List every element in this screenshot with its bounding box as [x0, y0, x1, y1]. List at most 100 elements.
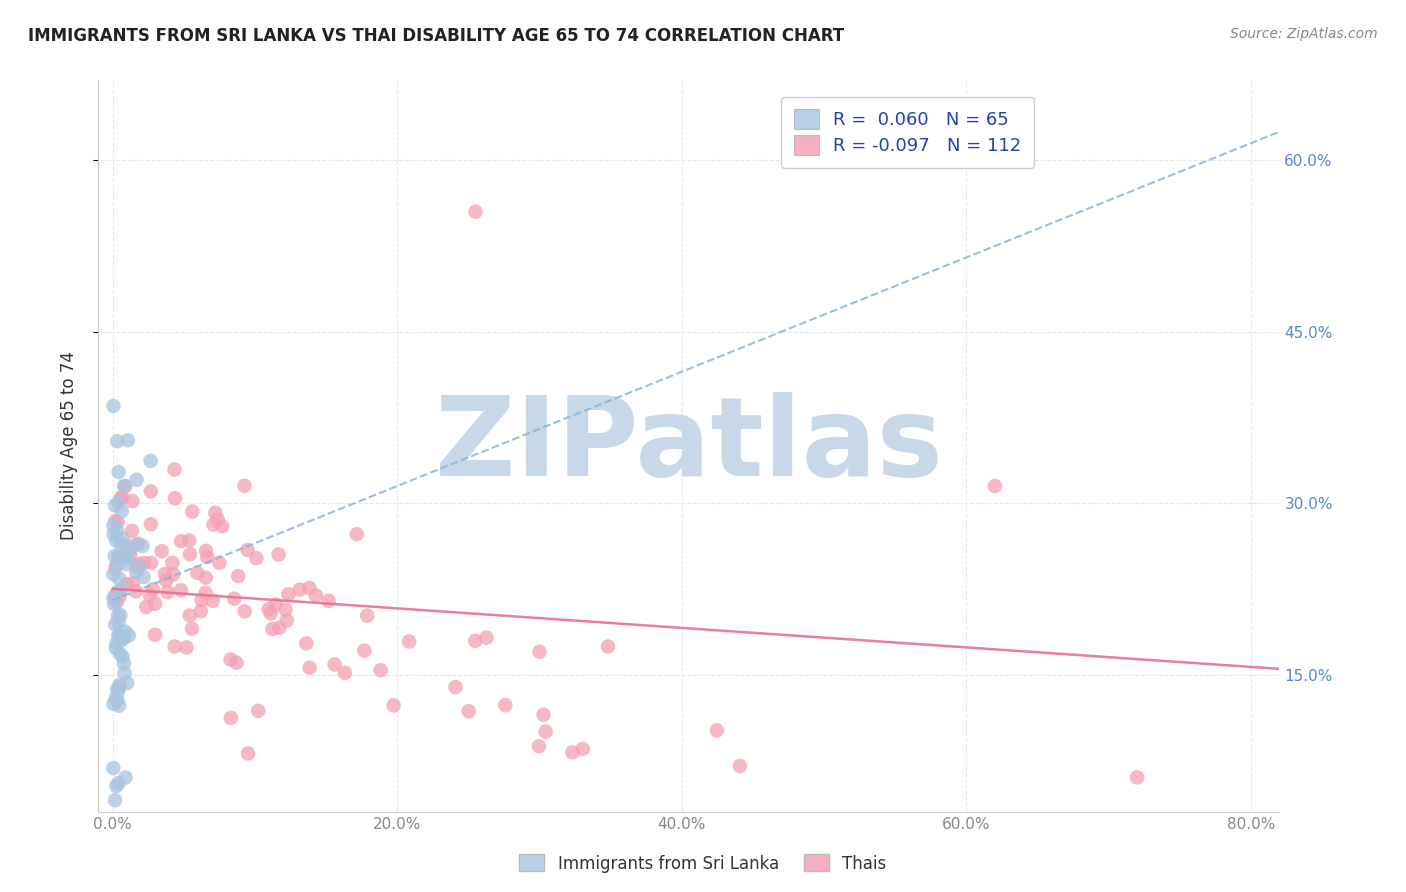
Point	[121, 524, 143, 538]
Point	[269, 621, 291, 635]
Point	[104, 499, 127, 513]
Point	[457, 704, 479, 718]
Point	[195, 544, 218, 558]
Point	[103, 697, 125, 711]
Point	[115, 539, 138, 553]
Point	[114, 549, 136, 563]
Point	[112, 657, 135, 671]
Point	[233, 479, 256, 493]
Point	[494, 698, 516, 713]
Point	[561, 745, 583, 759]
Point	[103, 527, 125, 541]
Point	[108, 698, 131, 713]
Point	[107, 608, 129, 623]
Point	[132, 570, 155, 584]
Point	[111, 504, 134, 518]
Point	[143, 628, 166, 642]
Point	[190, 593, 212, 607]
Point	[112, 532, 135, 546]
Y-axis label: Disability Age 65 to 74: Disability Age 65 to 74	[59, 351, 77, 541]
Point	[132, 556, 155, 570]
Point	[262, 622, 284, 636]
Point	[236, 747, 259, 761]
Point	[257, 602, 280, 616]
Point	[346, 527, 368, 541]
Point	[120, 542, 142, 557]
Point	[295, 636, 318, 650]
Point	[103, 518, 125, 533]
Point	[107, 495, 129, 509]
Point	[111, 490, 134, 504]
Point	[298, 661, 321, 675]
Point	[105, 558, 128, 572]
Point	[353, 643, 375, 657]
Point	[208, 556, 231, 570]
Point	[104, 617, 127, 632]
Point	[114, 624, 136, 639]
Point	[108, 590, 131, 604]
Point	[984, 479, 1007, 493]
Text: IMMIGRANTS FROM SRI LANKA VS THAI DISABILITY AGE 65 TO 74 CORRELATION CHART: IMMIGRANTS FROM SRI LANKA VS THAI DISABI…	[28, 27, 844, 45]
Point	[107, 549, 129, 564]
Point	[219, 711, 242, 725]
Point	[125, 560, 148, 574]
Point	[179, 547, 201, 561]
Point	[103, 399, 125, 413]
Point	[104, 641, 127, 656]
Point	[125, 473, 148, 487]
Point	[114, 666, 136, 681]
Point	[475, 631, 498, 645]
Point	[103, 597, 125, 611]
Point	[211, 519, 233, 533]
Point	[114, 771, 136, 785]
Point	[105, 637, 128, 651]
Point	[464, 633, 486, 648]
Point	[247, 704, 270, 718]
Point	[370, 663, 392, 677]
Point	[225, 656, 247, 670]
Point	[121, 494, 143, 508]
Point	[105, 779, 128, 793]
Point	[105, 681, 128, 696]
Point	[118, 628, 141, 642]
Point	[150, 544, 173, 558]
Point	[128, 558, 150, 572]
Point	[190, 604, 212, 618]
Point	[156, 585, 179, 599]
Point	[107, 693, 129, 707]
Point	[143, 597, 166, 611]
Point	[107, 465, 129, 479]
Point	[115, 577, 138, 591]
Point	[201, 593, 224, 607]
Point	[110, 632, 132, 647]
Point	[107, 629, 129, 643]
Point	[103, 567, 125, 582]
Point	[706, 723, 728, 738]
Point	[104, 560, 127, 574]
Point	[117, 434, 139, 448]
Point	[162, 567, 184, 582]
Point	[139, 517, 162, 532]
Point	[107, 615, 129, 630]
Point	[104, 549, 127, 563]
Text: Source: ZipAtlas.com: Source: ZipAtlas.com	[1230, 27, 1378, 41]
Point	[110, 537, 132, 551]
Point	[288, 582, 311, 597]
Point	[105, 524, 128, 538]
Point	[105, 434, 128, 449]
Point	[571, 742, 593, 756]
Point	[398, 634, 420, 648]
Point	[120, 549, 142, 563]
Point	[180, 622, 202, 636]
Point	[125, 566, 148, 580]
Point	[155, 574, 177, 588]
Point	[122, 576, 145, 591]
Point	[233, 604, 256, 618]
Point	[104, 793, 127, 807]
Point	[115, 551, 138, 566]
Point	[1126, 771, 1149, 785]
Point	[105, 595, 128, 609]
Point	[170, 583, 193, 598]
Point	[170, 534, 193, 549]
Point	[274, 603, 297, 617]
